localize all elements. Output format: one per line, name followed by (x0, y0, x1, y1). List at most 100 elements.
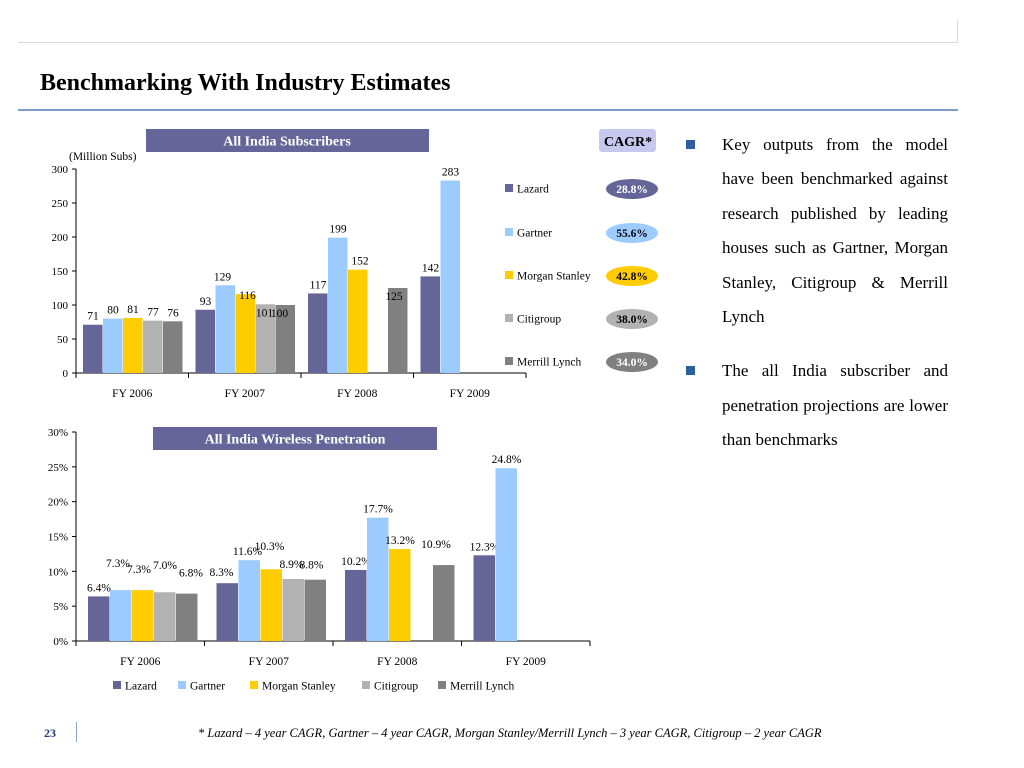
y-tick-label: 20% (48, 497, 68, 509)
y-tick-label: 0 (63, 368, 69, 380)
cagr-badge (606, 352, 658, 372)
bar-lazard (345, 569, 367, 641)
bar-morgan-stanley (132, 590, 154, 641)
data-label: 10.9% (421, 539, 451, 551)
legend-label: Gartner (517, 228, 552, 240)
bar-citigroup (143, 320, 163, 373)
data-label: 7.0% (153, 560, 177, 572)
bullet-item: Key outputs from the model have been ben… (686, 128, 948, 334)
cagr-value: 28.8% (616, 184, 648, 196)
bar-lazard (473, 555, 495, 641)
data-label: 117 (310, 279, 327, 291)
legend-label: Merrill Lynch (517, 357, 581, 369)
x-tick-label: FY 2009 (506, 656, 546, 668)
data-label: 152 (351, 256, 369, 268)
data-label: 10.3% (255, 541, 285, 553)
data-label: 125 (385, 291, 403, 303)
cagr-header-badge (599, 129, 656, 152)
x-tick-label: FY 2006 (112, 388, 152, 400)
data-label: 283 (442, 167, 460, 179)
cagr-value: 34.0% (616, 357, 648, 369)
cagr-value: 42.8% (616, 271, 648, 283)
bar-gartner (495, 468, 517, 641)
x-tick-label: FY 2007 (225, 388, 265, 400)
square-bullet-icon (686, 140, 695, 149)
data-label: 100 (271, 308, 289, 320)
data-label: 6.8% (179, 568, 203, 580)
legend-swatch (113, 681, 121, 689)
data-label: 10.2% (341, 556, 371, 568)
cagr-value: 38.0% (616, 314, 648, 326)
data-label: 11.6% (233, 546, 263, 558)
bar-citigroup (282, 578, 304, 641)
data-label: 17.7% (363, 504, 393, 516)
bar-morgan-stanley (348, 269, 368, 373)
legend-swatch (178, 681, 186, 689)
data-label: 142 (422, 262, 440, 274)
data-label: 8.3% (210, 567, 234, 579)
data-label: 80 (107, 305, 119, 317)
legend-swatch (362, 681, 370, 689)
footer-separator (76, 722, 77, 742)
y-tick-label: 0% (53, 636, 68, 648)
bar-gartner (238, 560, 260, 641)
bullet-list: Key outputs from the model have been ben… (686, 128, 948, 458)
y-tick-label: 10% (48, 566, 68, 578)
bullet-item: The all India subscriber and penetration… (686, 354, 948, 457)
bar-lazard (83, 324, 103, 373)
y-tick-label: 25% (48, 462, 68, 474)
square-bullet-icon (686, 366, 695, 376)
x-tick-label: FY 2008 (377, 656, 417, 668)
legend-label: Gartner (190, 681, 225, 693)
bar-gartner (110, 590, 132, 641)
x-tick-label: FY 2009 (450, 388, 490, 400)
x-tick-label: FY 2007 (249, 656, 289, 668)
page-number: 23 (44, 726, 56, 740)
y-tick-label: 200 (52, 232, 69, 244)
y-tick-label: 30% (48, 427, 68, 439)
data-label: 7.3% (127, 564, 151, 576)
charts-canvas: All India Subscribers (Million Subs) 0 50 10… (48, 129, 658, 693)
bullet-text: The all India subscriber and penetration… (722, 361, 948, 450)
bar-lazard (216, 583, 238, 641)
y-tick-label: 50 (57, 334, 69, 346)
data-label: 12.3% (470, 541, 500, 553)
data-label: 199 (329, 224, 347, 236)
bar-lazard (420, 276, 440, 373)
cagr-value: 55.6% (616, 228, 648, 240)
legend-label: Morgan Stanley (517, 271, 591, 283)
bar-merrill-lynch (433, 565, 455, 641)
legend-swatch (505, 228, 513, 236)
bar-gartner (215, 285, 235, 373)
x-tick-label: FY 2008 (337, 388, 377, 400)
x-tick-label: FY 2006 (120, 656, 160, 668)
bar-morgan-stanley (389, 549, 411, 641)
legend-swatch (505, 314, 513, 322)
bar-merrill-lynch (163, 321, 183, 373)
legend-label: Citigroup (517, 314, 561, 326)
legend-label: Lazard (517, 184, 549, 196)
page-title: Benchmarking With Industry Estimates (40, 70, 451, 96)
bar-merrill-lynch (176, 593, 198, 641)
top-rule (18, 42, 958, 43)
y-tick-label: 300 (52, 164, 69, 176)
legend-label: Merrill Lynch (450, 681, 514, 693)
bar-gartner (440, 180, 460, 373)
cagr-badge (606, 223, 658, 243)
bar-morgan-stanley (235, 294, 255, 373)
data-label: 8.8% (300, 560, 324, 572)
footnote: * Lazard – 4 year CAGR, Gartner – 4 year… (198, 726, 822, 740)
bar-gartner (367, 517, 389, 641)
cagr-badge (606, 179, 658, 199)
cagr-badge (606, 266, 658, 286)
data-label: 81 (127, 304, 139, 316)
legend-swatch (438, 681, 446, 689)
legend-swatch (250, 681, 258, 689)
bar-gartner (328, 237, 348, 373)
bar-merrill-lynch (388, 288, 408, 373)
bar-lazard (88, 596, 110, 641)
bar-lazard (195, 309, 215, 373)
legend-swatch (505, 357, 513, 365)
bar-citigroup (154, 592, 176, 641)
data-label: 101 (256, 307, 274, 319)
